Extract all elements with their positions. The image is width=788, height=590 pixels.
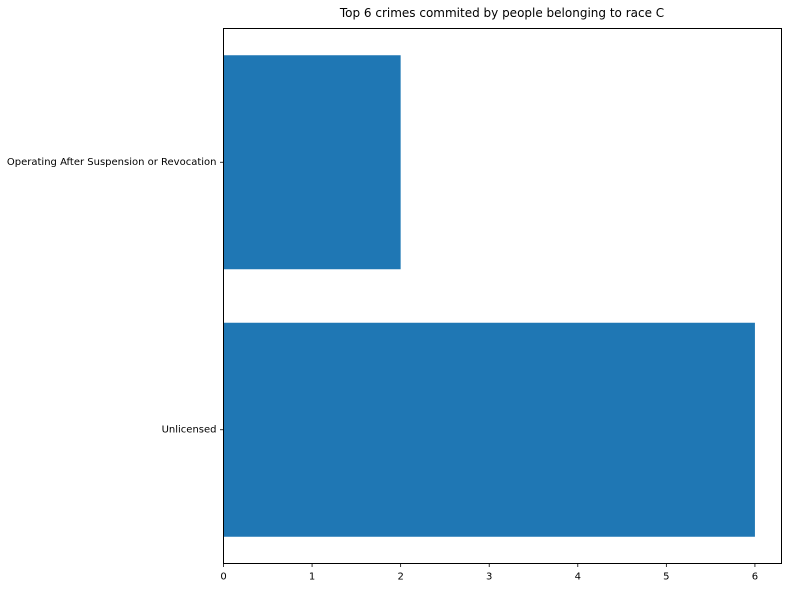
x-tick-label-0: 0 xyxy=(220,572,226,583)
bar-1 xyxy=(223,55,401,270)
y-axis-ticks: Unlicensed Operating After Suspension or … xyxy=(7,157,224,435)
x-tick-label-1: 1 xyxy=(309,572,315,583)
x-tick-label-3: 3 xyxy=(486,572,492,583)
y-tick-label-1: Operating After Suspension or Revocation xyxy=(7,157,217,168)
bars xyxy=(223,55,755,537)
chart-title: Top 6 crimes commited by people belongin… xyxy=(339,6,664,20)
x-axis-ticks: 0 1 2 3 4 5 6 xyxy=(220,563,758,583)
x-tick-label-5: 5 xyxy=(663,572,669,583)
x-tick-label-4: 4 xyxy=(575,572,581,583)
x-tick-label-6: 6 xyxy=(752,572,758,583)
y-tick-label-0: Unlicensed xyxy=(162,424,217,435)
bar-0 xyxy=(223,322,755,537)
plot-frame xyxy=(223,28,782,564)
x-tick-label-2: 2 xyxy=(397,572,403,583)
